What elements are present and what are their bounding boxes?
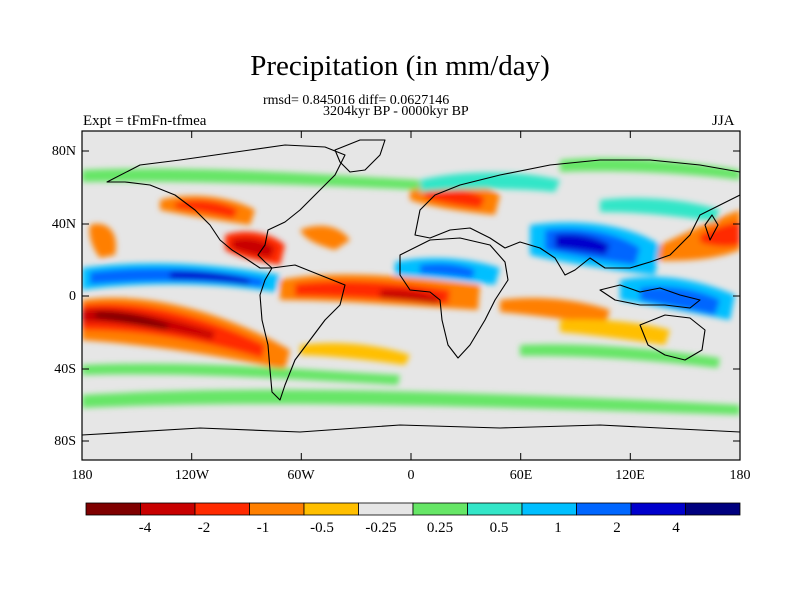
x-tick-label: 0 — [407, 468, 415, 483]
x-tick-label: 120W — [174, 468, 210, 483]
anomaly-region — [82, 363, 400, 385]
colorbar-label: -0.5 — [310, 520, 334, 536]
colorbar-swatch — [685, 502, 741, 516]
anomaly-region — [555, 234, 610, 255]
anomaly-region — [500, 298, 610, 325]
period-label: 3204kyr BP - 0000kyr BP — [323, 104, 469, 119]
season-label: JJA — [712, 113, 735, 129]
coastline — [82, 424, 740, 436]
anomaly-region — [82, 168, 420, 190]
axis-ticks — [81, 131, 741, 460]
coastline — [704, 214, 719, 241]
anomaly-fields — [82, 158, 740, 415]
anomaly-region — [560, 158, 740, 180]
colorbar-label: -0.25 — [365, 520, 397, 536]
colorbar-label: 0.5 — [489, 520, 509, 536]
anomaly-region — [650, 210, 740, 261]
coastlines — [82, 139, 740, 436]
colorbar-swatch — [303, 502, 359, 516]
anomaly-region — [640, 286, 720, 315]
anomaly-region — [89, 223, 116, 258]
y-tick-label: 80S — [54, 434, 76, 449]
stats-label: rmsd= 0.845016 diff= 0.0627146 — [263, 93, 450, 108]
coastline — [639, 314, 706, 361]
coastline — [106, 144, 346, 269]
anomaly-region — [600, 198, 720, 222]
anomaly-region — [560, 319, 670, 345]
y-tick-label: 40N — [51, 217, 76, 232]
anomaly-region — [170, 271, 250, 285]
anomaly-region — [82, 389, 740, 415]
x-tick-label: 180 — [729, 468, 751, 483]
x-tick-label: 60W — [287, 468, 315, 483]
coastline — [334, 139, 386, 173]
colorbar-swatch — [576, 502, 632, 516]
colorbar-swatch — [630, 502, 686, 516]
anomaly-region — [175, 200, 238, 218]
coastline — [259, 264, 346, 401]
anomaly-region — [380, 289, 440, 304]
coastline — [599, 284, 701, 309]
colorbar-swatch — [85, 502, 141, 516]
anomaly-region — [300, 343, 410, 365]
anomaly-region — [232, 238, 275, 258]
x-tick-label: 180 — [71, 468, 93, 483]
coastline — [414, 159, 740, 276]
y-tick-label: 40S — [54, 362, 76, 377]
colorbar-swatch — [358, 502, 414, 516]
coastline — [399, 237, 509, 359]
colorbar-label: -2 — [197, 520, 211, 536]
colorbar-swatch — [467, 502, 523, 516]
anomaly-region — [300, 225, 350, 250]
colorbar — [85, 502, 741, 516]
y-tick-label: 0 — [69, 289, 76, 304]
experiment-label: Expt = tFmFn-tfmea — [83, 113, 207, 129]
colorbar-swatch — [194, 502, 250, 516]
anomaly-region — [420, 263, 475, 278]
colorbar-label: -1 — [256, 520, 270, 536]
colorbar-swatch — [412, 502, 468, 516]
y-tick-label: 80N — [51, 144, 76, 159]
colorbar-swatch — [249, 502, 305, 516]
colorbar-swatch — [140, 502, 196, 516]
colorbar-label: 1 — [554, 520, 562, 536]
map-title: Precipitation (in mm/day) — [250, 50, 550, 82]
x-tick-label: 120E — [615, 468, 645, 483]
colorbar-swatch — [521, 502, 577, 516]
x-tick-label: 60E — [509, 468, 533, 483]
colorbar-label: 0.25 — [426, 520, 454, 536]
colorbar-label: -4 — [138, 520, 152, 536]
anomaly-region — [95, 311, 170, 330]
colorbar-label: 4 — [672, 520, 680, 536]
colorbar-label: 2 — [613, 520, 621, 536]
anomaly-region — [520, 344, 720, 368]
